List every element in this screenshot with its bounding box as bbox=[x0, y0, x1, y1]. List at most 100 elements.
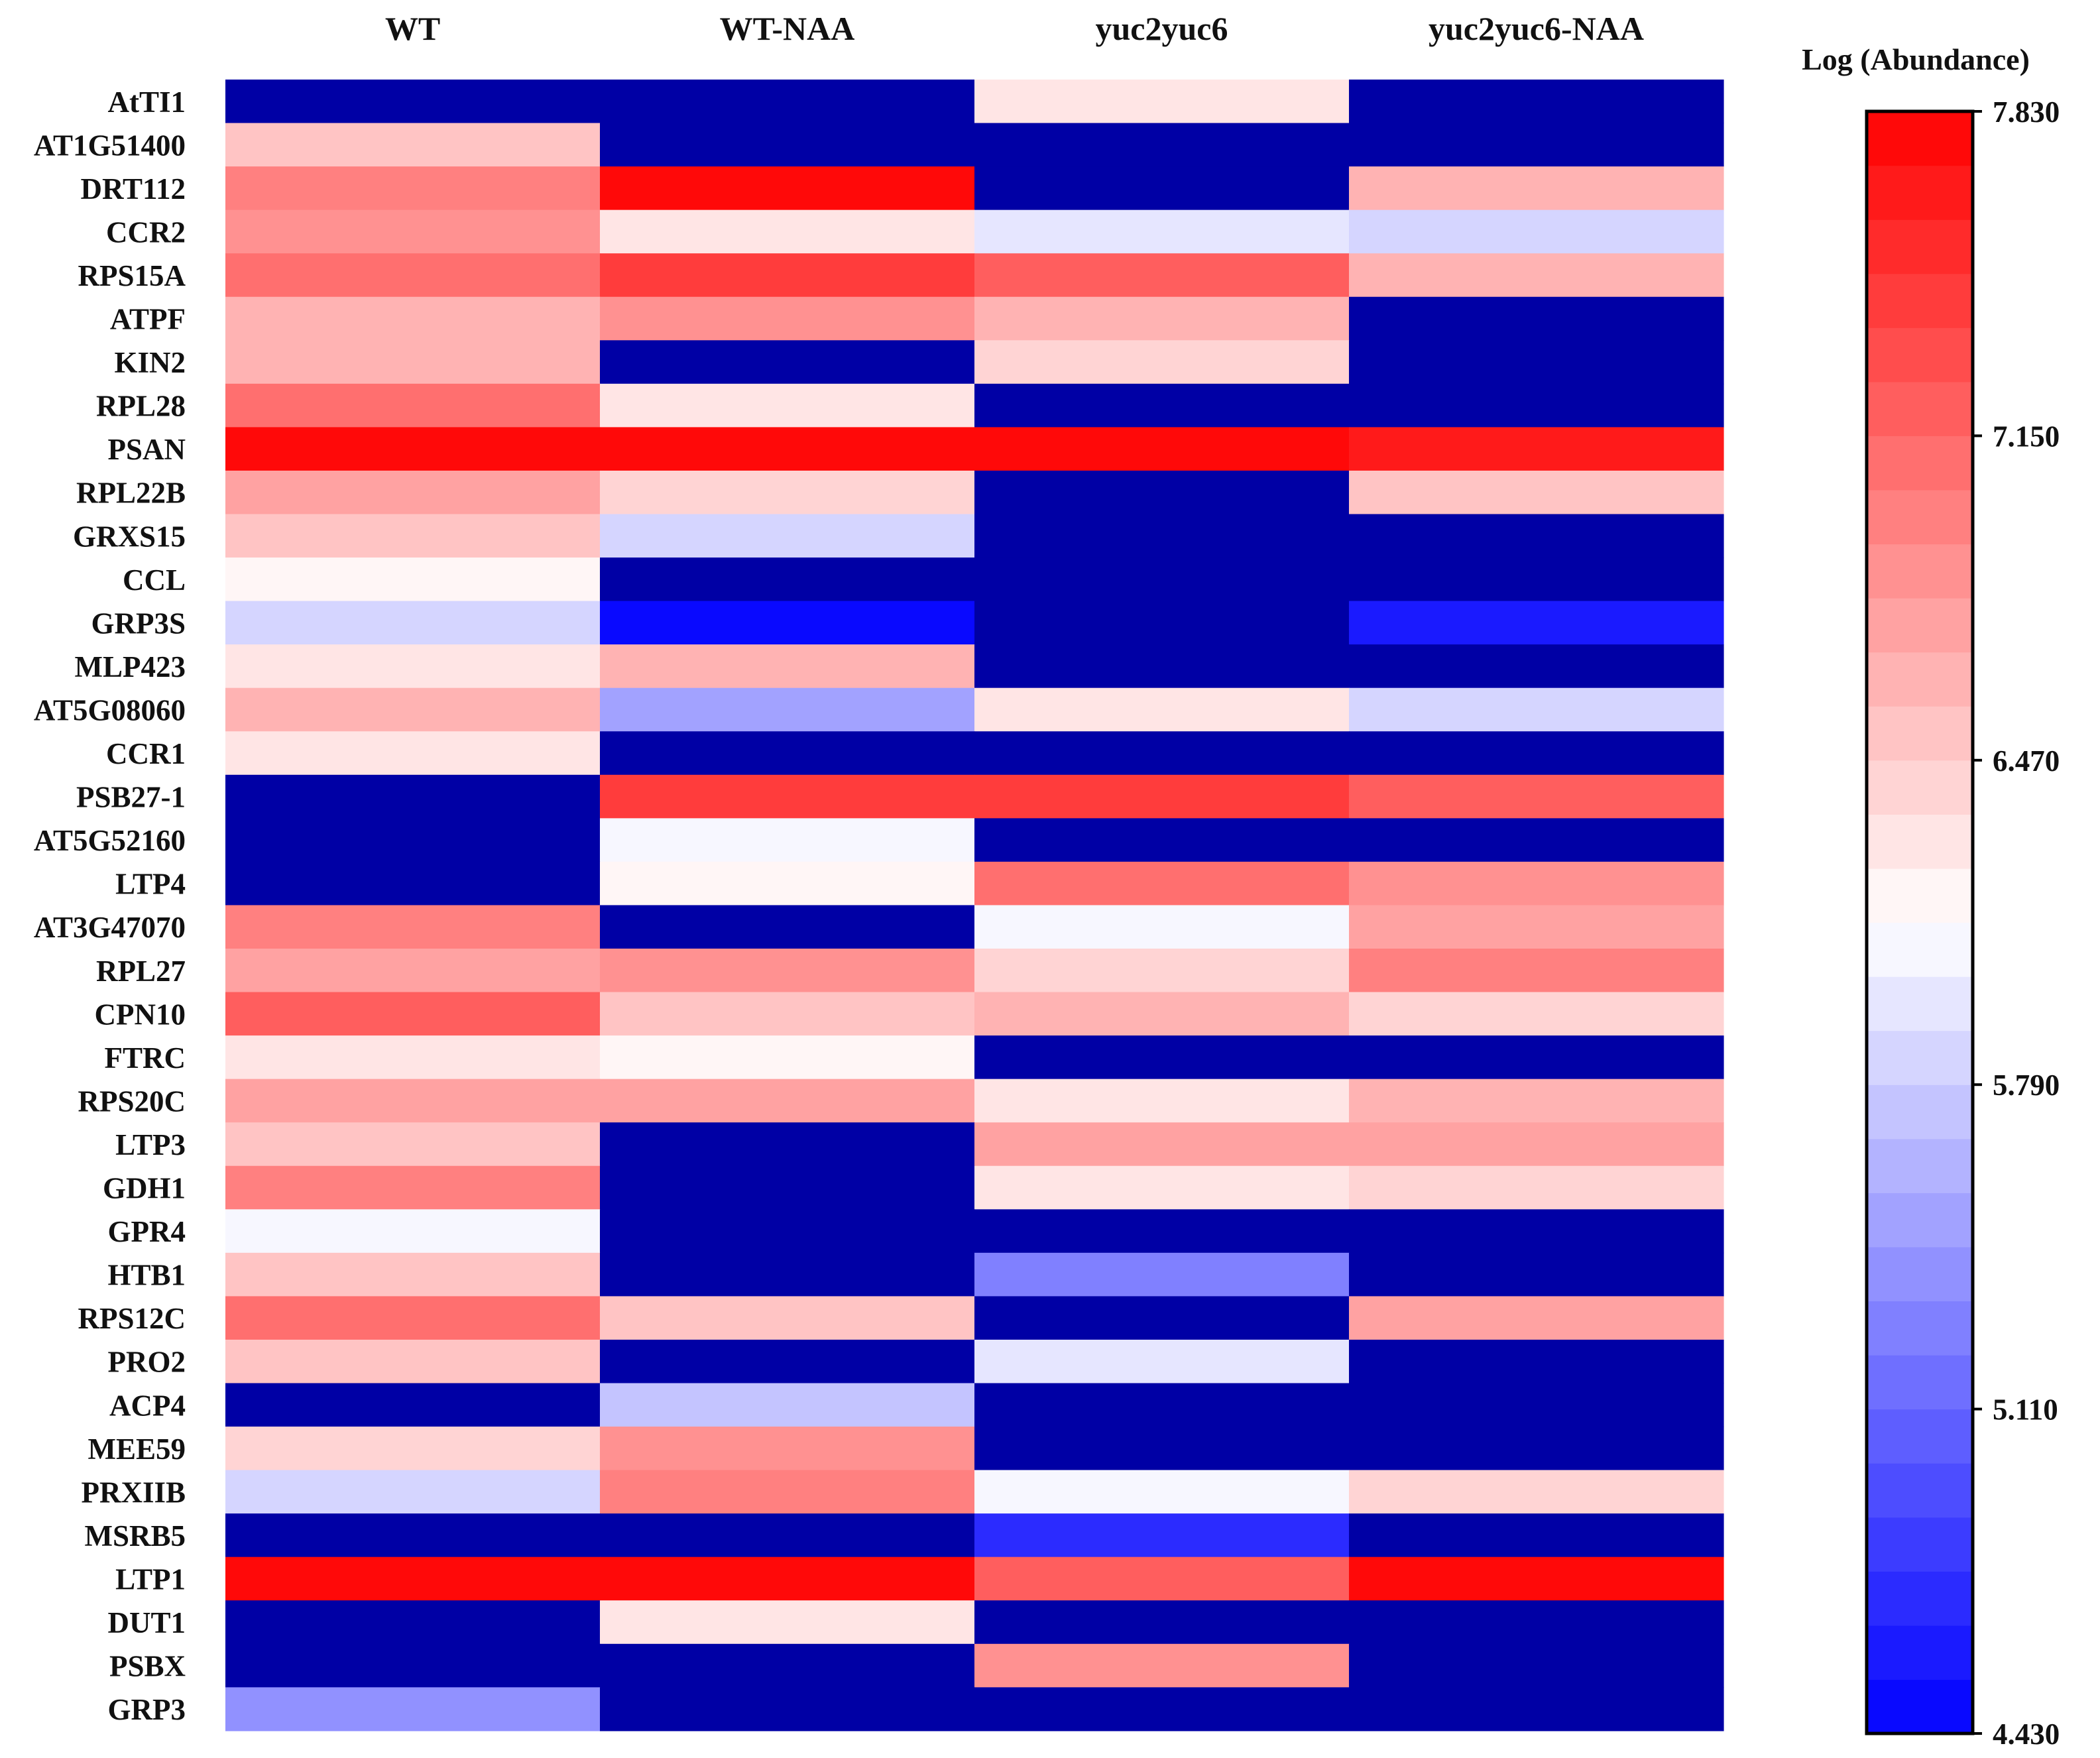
heatmap-cell bbox=[225, 1035, 601, 1080]
heatmap-cell bbox=[600, 427, 975, 471]
heatmap-cell bbox=[974, 687, 1350, 732]
heatmap-cell bbox=[974, 949, 1350, 993]
column-label: yuc2yuc6 bbox=[1096, 10, 1228, 47]
legend-band bbox=[1867, 1409, 1973, 1464]
heatmap-cell bbox=[1349, 601, 1724, 645]
heatmap-cell bbox=[1349, 644, 1724, 689]
legend-band bbox=[1867, 1355, 1973, 1410]
heatmap-cell bbox=[225, 1687, 601, 1731]
heatmap-cell bbox=[1349, 340, 1724, 384]
legend-band bbox=[1867, 652, 1973, 707]
legend-band bbox=[1867, 1625, 1973, 1680]
heatmap-cell bbox=[600, 1079, 975, 1123]
heatmap-cell bbox=[1349, 1165, 1724, 1210]
legend-band bbox=[1867, 706, 1973, 761]
heatmap-cell bbox=[1349, 123, 1724, 167]
row-label: DRT112 bbox=[81, 172, 186, 205]
heatmap-cell bbox=[974, 1427, 1350, 1471]
legend-band bbox=[1867, 219, 1973, 274]
heatmap-cell bbox=[600, 1470, 975, 1514]
heatmap-cell bbox=[600, 774, 975, 819]
heatmap-cell bbox=[600, 818, 975, 862]
heatmap-cell bbox=[225, 818, 601, 862]
heatmap-cell bbox=[1349, 1687, 1724, 1731]
heatmap-cell bbox=[225, 731, 601, 776]
heatmap-cell bbox=[225, 1339, 601, 1384]
column-label: yuc2yuc6-NAA bbox=[1429, 10, 1644, 47]
legend-tick-label: 7.150 bbox=[1993, 420, 2060, 453]
heatmap-cell bbox=[1349, 1339, 1724, 1384]
row-label: LTP3 bbox=[115, 1128, 186, 1161]
heatmap-cell bbox=[225, 209, 601, 254]
heatmap-cell bbox=[225, 1252, 601, 1297]
heatmap-cell bbox=[1349, 818, 1724, 862]
heatmap-cell bbox=[225, 644, 601, 689]
heatmap-cell bbox=[225, 905, 601, 949]
heatmap-cell bbox=[1349, 1122, 1724, 1167]
heatmap-cell bbox=[1349, 1470, 1724, 1514]
legend-band bbox=[1867, 1030, 1973, 1085]
legend-band bbox=[1867, 165, 1973, 220]
heatmap-cell bbox=[600, 1600, 975, 1645]
heatmap-cell bbox=[974, 1600, 1350, 1645]
legend-band bbox=[1867, 1517, 1973, 1572]
heatmap-cell bbox=[225, 1600, 601, 1645]
heatmap-cell bbox=[225, 557, 601, 602]
heatmap-cell bbox=[225, 340, 601, 384]
row-label: RPL27 bbox=[96, 955, 186, 988]
heatmap-cell bbox=[225, 253, 601, 298]
heatmap-cell bbox=[1349, 1079, 1724, 1123]
row-label: PRO2 bbox=[108, 1346, 186, 1379]
heatmap-cell bbox=[974, 557, 1350, 602]
row-label: ATPF bbox=[110, 303, 186, 336]
heatmap-cell bbox=[600, 1122, 975, 1167]
heatmap-cell bbox=[1349, 296, 1724, 341]
heatmap-cell bbox=[225, 949, 601, 993]
heatmap-cell bbox=[974, 296, 1350, 341]
heatmap-cell bbox=[225, 1513, 601, 1558]
heatmap-cell bbox=[600, 1252, 975, 1297]
legend-frame bbox=[1865, 109, 1975, 1735]
legend-band bbox=[1867, 1193, 1973, 1248]
heatmap-cell bbox=[225, 383, 601, 428]
heatmap-cell bbox=[600, 209, 975, 254]
row-labels: AtTI1 AT1G51400 DRT112 CCR2 RPS15A ATPF KIN2 RP… bbox=[34, 86, 186, 1726]
heatmap-cell bbox=[600, 1687, 975, 1731]
heatmap-cell bbox=[974, 470, 1350, 515]
heatmap-cell bbox=[1349, 427, 1724, 471]
heatmap-cell bbox=[225, 427, 601, 471]
legend-band bbox=[1867, 489, 1973, 545]
heatmap-cell bbox=[600, 905, 975, 949]
heatmap-cell bbox=[1349, 1209, 1724, 1254]
row-label: PSB27-1 bbox=[76, 781, 186, 814]
heatmap-cell bbox=[225, 1165, 601, 1210]
heatmap-cell bbox=[974, 514, 1350, 558]
row-label: AT3G47070 bbox=[34, 911, 186, 944]
heatmap-cell bbox=[974, 601, 1350, 645]
heatmap-cell bbox=[225, 687, 601, 732]
heatmap-cell bbox=[225, 992, 601, 1036]
row-label: AT5G52160 bbox=[34, 824, 186, 857]
heatmap-cell bbox=[225, 80, 601, 124]
heatmap-cell bbox=[225, 470, 601, 515]
heatmap-cell bbox=[225, 514, 601, 558]
column-labels: WT WT-NAA yuc2yuc6 yuc2yuc6-NAA bbox=[385, 10, 1644, 47]
legend-band bbox=[1867, 976, 1973, 1031]
heatmap-cell bbox=[1349, 861, 1724, 906]
row-label: CPN10 bbox=[95, 998, 186, 1031]
heatmap-cell bbox=[600, 166, 975, 211]
heatmap-cell bbox=[225, 774, 601, 819]
heatmap-cell bbox=[974, 1687, 1350, 1731]
legend-ticks: 7.830 7.150 6.470 5.790 5.110 4.430 bbox=[1973, 95, 2060, 1751]
row-label: GPR4 bbox=[108, 1215, 186, 1248]
heatmap-cell bbox=[600, 1383, 975, 1427]
heatmap-cell bbox=[974, 644, 1350, 689]
heatmap-cell bbox=[1349, 1252, 1724, 1297]
row-label: LTP1 bbox=[115, 1563, 186, 1596]
heatmap-cell bbox=[600, 1296, 975, 1340]
heatmap-cell bbox=[225, 123, 601, 167]
heatmap-cell bbox=[974, 253, 1350, 298]
heatmap-cell bbox=[1349, 1427, 1724, 1471]
heatmap-cell bbox=[600, 992, 975, 1036]
